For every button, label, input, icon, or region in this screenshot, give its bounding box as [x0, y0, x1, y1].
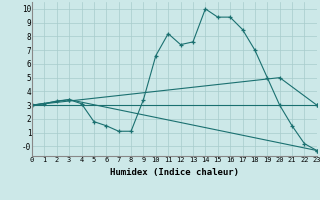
X-axis label: Humidex (Indice chaleur): Humidex (Indice chaleur) [110, 168, 239, 177]
